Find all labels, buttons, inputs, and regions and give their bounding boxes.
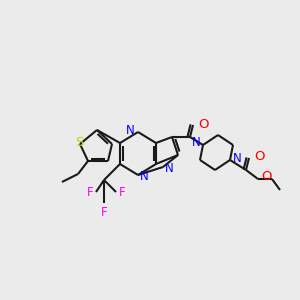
Text: N: N: [192, 136, 201, 149]
Text: N: N: [140, 170, 149, 184]
Text: O: O: [198, 118, 208, 130]
Text: F: F: [119, 185, 126, 199]
Text: N: N: [165, 163, 174, 176]
Text: F: F: [86, 185, 93, 199]
Text: O: O: [254, 151, 265, 164]
Text: F: F: [101, 206, 107, 219]
Text: O: O: [261, 170, 272, 184]
Text: N: N: [126, 124, 135, 137]
Text: S: S: [75, 136, 83, 149]
Text: N: N: [233, 152, 242, 164]
